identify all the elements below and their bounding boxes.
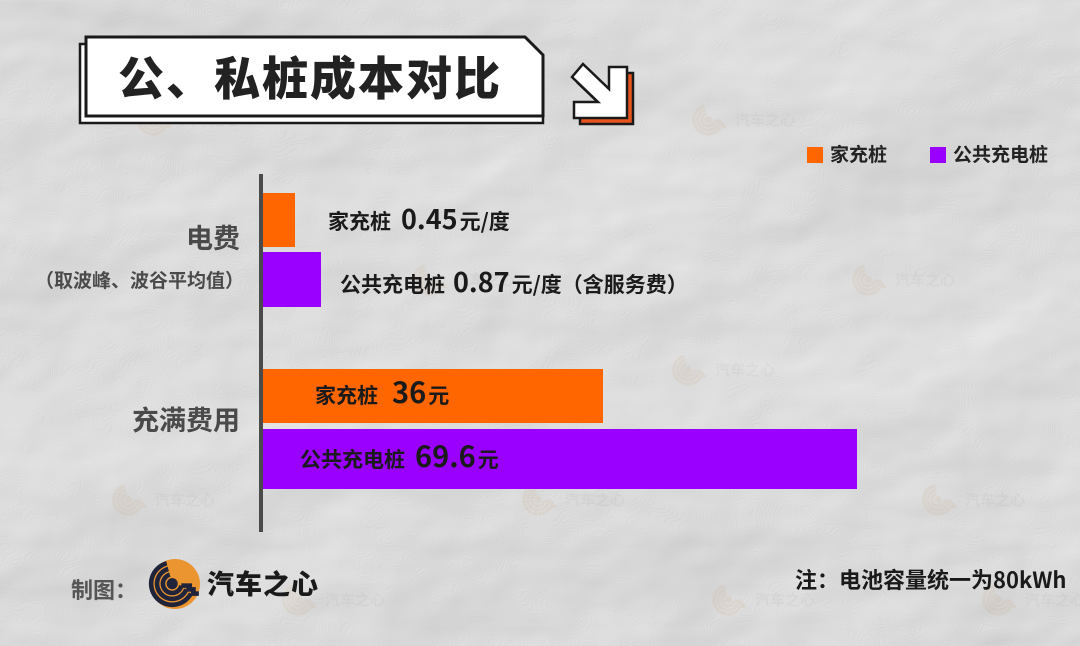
svg-text:（取波峰、波谷平均值）: （取波峰、波谷平均值）: [35, 266, 244, 293]
svg-text:汽车之心: 汽车之心: [207, 563, 319, 602]
svg-text:公、私桩成本对比: 公、私桩成本对比: [118, 43, 502, 109]
svg-text:公共充电桩: 公共充电桩: [953, 140, 1048, 167]
svg-text:制图：: 制图：: [71, 573, 137, 605]
svg-text:家充桩: 家充桩: [830, 140, 887, 167]
svg-text:电费: 电费: [186, 217, 240, 256]
svg-text:注：电池容量统一为80kWh: 注：电池容量统一为80kWh: [795, 563, 1066, 595]
svg-text:充满费用: 充满费用: [132, 399, 240, 438]
